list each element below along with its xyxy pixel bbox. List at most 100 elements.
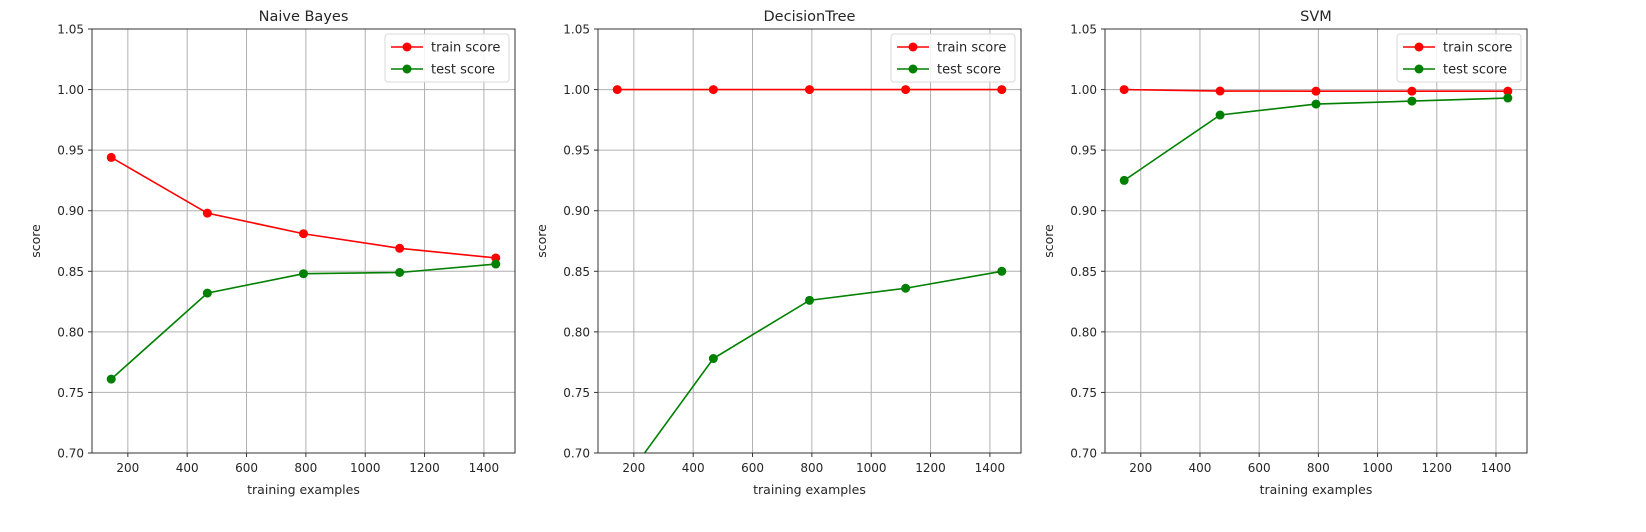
legend: train score test score: [890, 33, 1016, 83]
series-line: [110, 263, 496, 380]
x-axis-label: training examples: [753, 482, 866, 497]
series-line: [110, 156, 496, 259]
data-point: [491, 259, 501, 269]
data-point: [202, 288, 212, 298]
x-tick-label: 1400: [975, 461, 1006, 475]
y-tick-label: 1.00: [57, 83, 84, 97]
series-train-score: [612, 85, 1007, 95]
x-tick-label: 200: [1129, 461, 1152, 475]
data-point: [106, 374, 116, 384]
y-axis-label: score: [1041, 224, 1056, 258]
data-point: [901, 85, 911, 95]
y-tick-label: 0.95: [563, 144, 590, 158]
y-tick-label: 0.70: [563, 447, 590, 461]
legend-label: test score: [937, 63, 1001, 78]
x-axis-label: training examples: [1260, 482, 1373, 497]
x-tick-label: 800: [800, 461, 823, 475]
y-tick-label: 1.00: [563, 83, 590, 97]
data-point: [1119, 85, 1129, 95]
chart-panel-2: 200 400 600 800 1000 1200 1400 0.70 0.75 0.80 0.85…: [534, 9, 1022, 497]
y-tick-label: 0.80: [1070, 325, 1097, 339]
x-tick-label: 1200: [409, 461, 440, 475]
data-point: [708, 354, 718, 364]
legend-marker: [1414, 42, 1424, 52]
legend: train score test score: [1396, 33, 1522, 83]
data-point: [805, 85, 814, 95]
x-tick-label: 600: [741, 461, 764, 475]
data-point: [299, 269, 308, 279]
chart-title: SVM: [1300, 9, 1332, 25]
x-tick-label: 1000: [856, 461, 887, 475]
x-tick-label: 1400: [1481, 461, 1512, 475]
axes-frame: [597, 28, 1022, 454]
x-tick-label: 1200: [1422, 461, 1453, 475]
legend-box: [890, 33, 1016, 83]
y-tick-label: 0.85: [57, 265, 84, 279]
legend-marker: [908, 64, 918, 74]
x-tick-label: 1400: [469, 461, 500, 475]
legend-marker: [402, 64, 412, 74]
y-tick-label: 0.85: [1070, 265, 1097, 279]
data-point: [202, 208, 212, 218]
legend-marker: [1414, 64, 1424, 74]
y-tick-label: 1.00: [1070, 83, 1097, 97]
legend: train score test score: [384, 33, 510, 83]
chart-panel-1: 200 400 600 800 1000 1200 1400 0.70 0.75 0.80 0.85…: [28, 9, 516, 497]
x-tick-label: 1000: [350, 461, 381, 475]
y-tick-label: 0.90: [1070, 204, 1097, 218]
y-tick-label: 0.90: [57, 204, 84, 218]
y-tick-label: 0.70: [57, 447, 84, 461]
data-point: [1407, 86, 1417, 96]
y-tick-label: 0.85: [563, 265, 590, 279]
series-train-score: [106, 152, 501, 263]
axes-frame: [1104, 28, 1528, 454]
y-axis-label: score: [534, 224, 549, 258]
legend-box: [384, 33, 510, 83]
series-test-score: [106, 259, 501, 384]
data-point: [612, 85, 622, 95]
x-tick-label: 800: [294, 461, 317, 475]
y-tick-label: 0.75: [563, 386, 590, 400]
y-tick-label: 0.80: [563, 325, 590, 339]
y-tick-label: 0.70: [1070, 447, 1097, 461]
y-tick-label: 0.95: [1070, 144, 1097, 158]
legend-label: train score: [1443, 41, 1512, 56]
legend-label: train score: [937, 41, 1006, 56]
x-tick-label: 1000: [1362, 461, 1393, 475]
legend-label: test score: [431, 63, 495, 78]
series-train-score: [1119, 85, 1513, 96]
x-tick-label: 400: [1189, 461, 1212, 475]
legend-marker: [402, 42, 412, 52]
data-point: [708, 85, 718, 95]
y-tick-label: 1.05: [57, 23, 84, 37]
data-point: [1503, 86, 1513, 96]
x-tick-label: 400: [682, 461, 705, 475]
y-tick-label: 0.95: [57, 144, 84, 158]
data-point: [997, 85, 1007, 95]
data-point: [1311, 99, 1321, 109]
data-point: [395, 243, 405, 253]
x-tick-label: 400: [176, 461, 199, 475]
y-tick-label: 0.80: [57, 325, 84, 339]
axes-frame: [91, 28, 516, 454]
y-tick-label: 1.05: [1070, 23, 1097, 37]
data-point: [805, 295, 814, 305]
data-point: [1503, 93, 1513, 103]
chart-title: DecisionTree: [764, 9, 856, 25]
y-tick-label: 0.75: [57, 386, 84, 400]
x-axis-label: training examples: [247, 482, 360, 497]
series-test-score: [643, 266, 1007, 453]
data-point: [299, 229, 308, 239]
y-tick-label: 0.90: [563, 204, 590, 218]
y-tick-label: 1.05: [563, 23, 590, 37]
y-axis-label: score: [28, 224, 43, 258]
data-point: [1215, 86, 1225, 96]
series-test-score: [1119, 93, 1513, 185]
data-point: [1311, 86, 1321, 96]
data-point: [997, 266, 1007, 276]
data-point: [901, 283, 911, 293]
x-tick-label: 1200: [915, 461, 946, 475]
data-point: [1407, 96, 1417, 106]
x-tick-label: 200: [116, 461, 139, 475]
